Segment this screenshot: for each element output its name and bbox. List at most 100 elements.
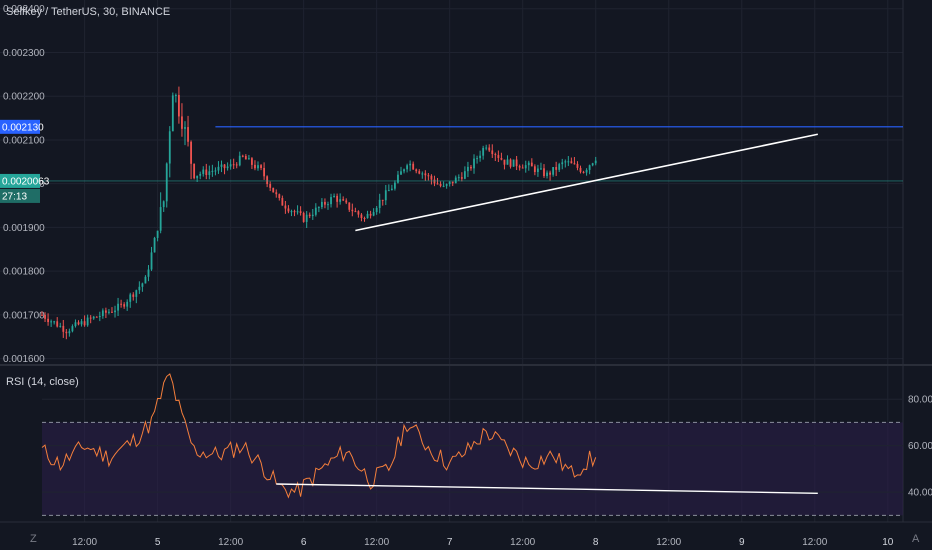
candle-body — [360, 214, 363, 218]
candle-body — [576, 163, 579, 168]
candle-body — [406, 165, 409, 170]
candle-body — [442, 185, 445, 187]
symbol-title[interactable]: Selfkey / TetherUS, 30, BINANCE — [6, 6, 171, 18]
candle-body — [308, 214, 311, 217]
countdown-tag: 27:13 — [2, 191, 27, 202]
rsi-tick-label: 80.00 — [908, 395, 932, 406]
support-trendline[interactable] — [355, 133, 818, 232]
candle-body — [564, 161, 567, 163]
candle-body — [104, 310, 107, 313]
candle-body — [220, 164, 223, 167]
candle-body — [257, 165, 259, 169]
candle-body — [272, 187, 275, 193]
time-tick-label: 12:00 — [364, 537, 389, 548]
candle-body — [445, 184, 448, 186]
candle-body — [171, 95, 174, 132]
candle-body — [351, 209, 354, 212]
candle-body — [223, 164, 226, 169]
candle-body — [336, 195, 339, 202]
time-tick-label: 12:00 — [510, 537, 535, 548]
candle-body — [92, 316, 95, 319]
candle-body — [378, 199, 381, 208]
candle-body — [415, 169, 418, 172]
resistance-price-tag: 0.002130 — [2, 122, 44, 133]
candle-body — [177, 94, 180, 117]
candle-body — [147, 269, 150, 277]
candle-body — [62, 325, 65, 332]
candle-body — [342, 199, 345, 201]
candle-body — [506, 159, 509, 165]
candle-body — [254, 164, 256, 169]
candle-body — [527, 162, 530, 166]
rsi-title[interactable]: RSI (14, close) — [6, 376, 79, 388]
candle-body — [211, 170, 214, 172]
candle-body — [384, 190, 387, 201]
candle-body — [320, 201, 323, 208]
candle-body — [275, 192, 278, 195]
candle-body — [53, 321, 56, 323]
candle-body — [369, 213, 372, 216]
candle-body — [150, 252, 153, 270]
resistance-price-tag-bg — [0, 119, 40, 134]
price-tick-label: 0.001600 — [3, 354, 45, 365]
candle-body — [226, 166, 229, 169]
candle-body — [98, 316, 101, 318]
candle-body — [187, 127, 189, 142]
candle-body — [421, 173, 424, 175]
candle-body — [247, 158, 250, 160]
candle-body — [333, 195, 335, 198]
candle-body — [403, 169, 405, 172]
price-tick-label: 0.001700 — [3, 310, 45, 321]
candle-body — [558, 164, 561, 170]
auto-scale-icon[interactable]: A — [912, 533, 920, 545]
timezone-corner-icon[interactable]: Z — [30, 533, 37, 545]
candle-body — [296, 211, 299, 213]
rsi-trendline[interactable] — [276, 483, 818, 494]
candle-body — [168, 131, 171, 164]
candle-body — [381, 199, 384, 201]
candle-body — [536, 168, 539, 173]
candle-body — [302, 212, 305, 222]
candle-body — [387, 190, 390, 192]
candle-body — [111, 311, 113, 313]
candle-body — [573, 163, 576, 165]
candle-body — [44, 314, 46, 319]
candle-body — [482, 147, 485, 156]
candle-body — [162, 201, 165, 208]
candle-body — [83, 321, 86, 326]
candle-body — [229, 164, 232, 167]
candle-body — [214, 170, 217, 172]
candle-body — [290, 211, 293, 213]
candle-body — [159, 207, 162, 231]
candle-body — [287, 208, 290, 212]
candle-body — [372, 212, 375, 216]
candle-body — [86, 317, 89, 326]
candle-body — [363, 217, 366, 219]
candle-body — [524, 165, 527, 169]
candle-body — [80, 321, 83, 325]
last-price-tag: 0.0020063 — [2, 176, 50, 187]
candle-body — [138, 286, 141, 291]
candle-body — [281, 198, 284, 206]
candle-body — [199, 173, 202, 176]
candle-body — [77, 322, 80, 325]
candle-body — [293, 211, 296, 213]
candle-body — [454, 177, 457, 184]
candle-body — [567, 161, 570, 163]
candle-body — [74, 322, 77, 327]
candle-body — [479, 155, 482, 159]
candle-body — [394, 182, 396, 189]
candle-body — [174, 94, 177, 96]
candle-body — [129, 294, 132, 302]
candle-body — [232, 164, 235, 166]
candle-body — [515, 159, 518, 167]
candle-body — [451, 181, 454, 184]
price-tick-label: 0.002400 — [3, 4, 45, 15]
candle-body — [324, 201, 326, 205]
candle-body — [114, 310, 116, 313]
candle-body — [314, 207, 317, 215]
price-tick-label: 0.001900 — [3, 223, 45, 234]
candle-body — [241, 155, 244, 157]
candle-body — [278, 194, 281, 199]
